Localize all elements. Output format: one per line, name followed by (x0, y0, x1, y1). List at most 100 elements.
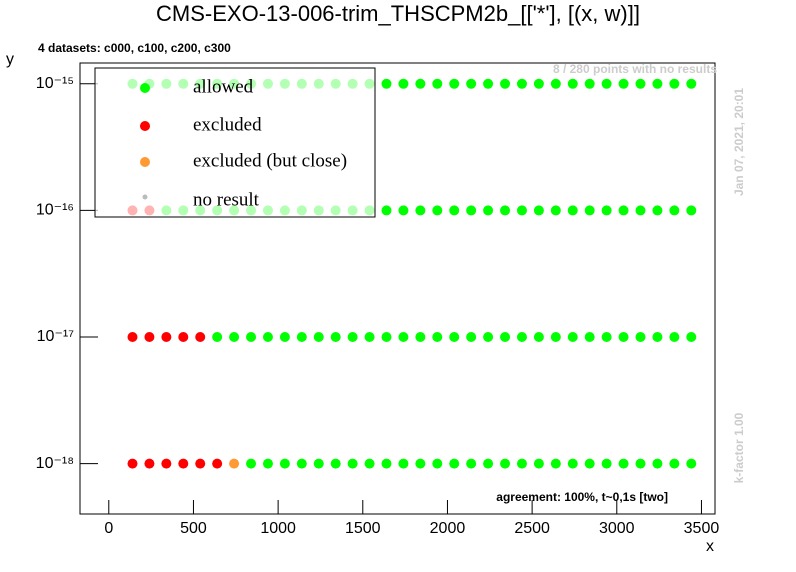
point (313, 332, 324, 343)
point (584, 458, 595, 469)
point (432, 78, 443, 89)
x-tick-label: 1000 (260, 520, 296, 537)
point (432, 332, 443, 343)
point (449, 205, 460, 216)
point (381, 332, 392, 343)
point (652, 78, 663, 89)
x-tick-label: 2000 (430, 520, 466, 537)
legend-marker (140, 157, 150, 167)
point (669, 332, 680, 343)
point (601, 205, 612, 216)
point (347, 332, 358, 343)
point (466, 332, 477, 343)
point (483, 458, 494, 469)
legend-marker (140, 83, 150, 93)
point (415, 78, 426, 89)
legend-label: excluded (but close) (193, 150, 347, 171)
k-factor: k-factor 1.00 (732, 412, 746, 483)
point (516, 458, 527, 469)
point (635, 205, 646, 216)
point (686, 458, 697, 469)
point (686, 205, 697, 216)
point (364, 332, 375, 343)
point (195, 332, 206, 343)
x-tick-label: 2500 (514, 520, 550, 537)
point (279, 332, 290, 343)
point (652, 332, 663, 343)
point (229, 332, 240, 343)
point (516, 205, 527, 216)
point (398, 205, 409, 216)
point (246, 332, 257, 343)
y-axis-label: y (6, 51, 14, 68)
point (262, 458, 273, 469)
point (212, 458, 223, 469)
point (381, 205, 392, 216)
point (415, 332, 426, 343)
legend-box (94, 67, 376, 218)
point (432, 458, 443, 469)
y-tick-label: 10⁻¹⁷ (37, 328, 75, 345)
point (550, 332, 561, 343)
point (398, 78, 409, 89)
point (500, 78, 511, 89)
point (652, 205, 663, 216)
point (516, 332, 527, 343)
point (601, 458, 612, 469)
point (296, 458, 307, 469)
point (432, 205, 443, 216)
point (212, 332, 223, 343)
agreement-note: agreement: 100%, t~0,1s [two] (496, 490, 668, 504)
point (381, 78, 392, 89)
point (618, 205, 629, 216)
point (144, 332, 155, 343)
point (601, 332, 612, 343)
point (635, 78, 646, 89)
point (500, 205, 511, 216)
x-tick-label: 1500 (345, 520, 381, 537)
point (415, 205, 426, 216)
point (279, 458, 290, 469)
point (330, 458, 341, 469)
point (618, 78, 629, 89)
point (195, 458, 206, 469)
point (669, 78, 680, 89)
point (229, 458, 240, 469)
x-axis-label: x (706, 538, 714, 555)
point (483, 332, 494, 343)
point (567, 78, 578, 89)
point (686, 78, 697, 89)
point (449, 78, 460, 89)
point (398, 458, 409, 469)
point (449, 332, 460, 343)
point (178, 458, 189, 469)
plot-frame (79, 62, 716, 515)
point (533, 78, 544, 89)
legend-marker (140, 121, 150, 131)
point (686, 332, 697, 343)
point (127, 458, 138, 469)
x-tick-label: 3000 (599, 520, 635, 537)
subtitle: 4 datasets: c000, c100, c200, c300 (38, 41, 231, 55)
chart-title: CMS-EXO-13-006-trim_THSCPM2b_[['*'], [(x… (156, 1, 640, 26)
point (178, 332, 189, 343)
date-stamp: Jan 07, 2021, 20:01 (732, 88, 746, 196)
point (584, 332, 595, 343)
point (347, 458, 358, 469)
legend-label: no result (193, 189, 260, 210)
point (550, 78, 561, 89)
point (161, 332, 172, 343)
point (618, 458, 629, 469)
point (466, 205, 477, 216)
point (550, 458, 561, 469)
point (330, 332, 341, 343)
x-tick-label: 500 (180, 520, 207, 537)
legend-label: allowed (193, 76, 254, 97)
point (246, 458, 257, 469)
point (296, 332, 307, 343)
point (483, 78, 494, 89)
point (381, 458, 392, 469)
point (567, 332, 578, 343)
x-tick-label: 0 (104, 520, 113, 537)
